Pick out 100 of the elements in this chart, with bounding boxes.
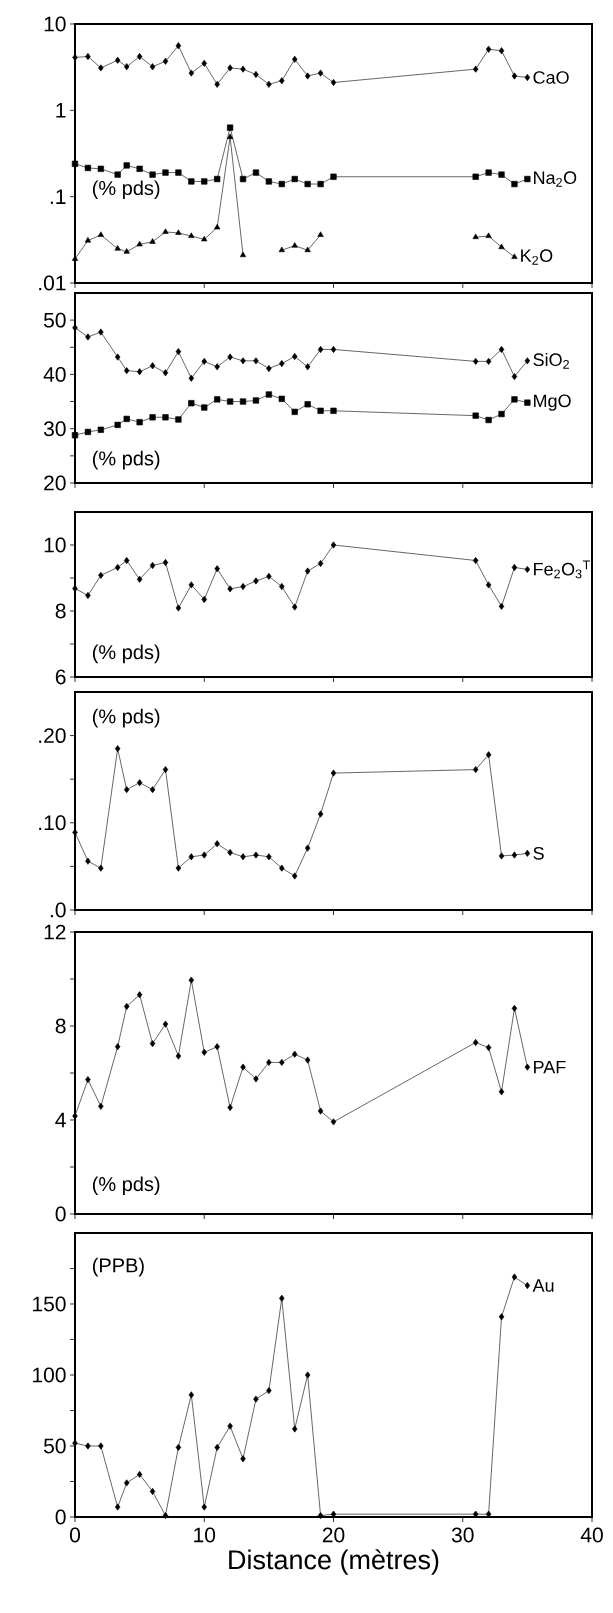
point (201, 404, 208, 411)
point (304, 72, 311, 80)
point (227, 1104, 233, 1112)
point (149, 1040, 156, 1048)
point (330, 769, 337, 777)
point (162, 228, 169, 234)
point (97, 426, 104, 433)
y-tick-label: 50 (43, 312, 66, 328)
point (85, 1076, 91, 1084)
point (317, 407, 324, 414)
point (253, 851, 259, 859)
point (304, 567, 311, 575)
point (498, 852, 505, 860)
point (149, 561, 156, 569)
point (188, 581, 195, 589)
point (98, 328, 104, 336)
point (330, 541, 337, 549)
point (524, 357, 531, 365)
point (98, 64, 104, 72)
y-tick-label: 20 (44, 475, 66, 491)
point (279, 1294, 285, 1302)
y-tick-label: 100 (33, 1367, 66, 1383)
point (292, 353, 298, 360)
point (149, 1487, 156, 1495)
point (239, 175, 247, 183)
point (292, 603, 298, 611)
point (124, 367, 130, 375)
point (498, 345, 505, 353)
series-label: K$_{2}$O (521, 249, 553, 265)
point (498, 602, 505, 610)
point (85, 333, 91, 341)
point (162, 369, 169, 377)
point (71, 432, 79, 439)
point (317, 559, 324, 567)
point (124, 557, 130, 564)
point (98, 571, 104, 579)
point (188, 178, 195, 185)
point (175, 42, 182, 50)
point (114, 745, 121, 753)
point (136, 1470, 143, 1478)
annotation: (% pds) (92, 644, 160, 664)
point (511, 72, 518, 80)
point (214, 80, 220, 88)
point (85, 591, 91, 599)
point (175, 604, 182, 612)
point (227, 585, 233, 593)
point (472, 357, 479, 365)
point (114, 421, 121, 428)
point (524, 1063, 531, 1071)
point (304, 1056, 311, 1064)
series-label: Fe$_{2}$O$_{3}$T (534, 560, 590, 579)
point (114, 56, 121, 64)
point (214, 840, 220, 848)
point (240, 583, 246, 591)
point (201, 235, 208, 242)
point (124, 786, 130, 794)
point (266, 572, 272, 580)
y-tick-label: 10 (44, 537, 66, 553)
point (253, 70, 259, 78)
point (485, 232, 492, 238)
point (317, 810, 324, 818)
point (266, 80, 272, 88)
point (149, 171, 156, 178)
point (240, 1063, 246, 1071)
point (201, 851, 207, 859)
point (253, 357, 259, 365)
point (511, 1004, 518, 1012)
point (162, 558, 169, 566)
point (472, 233, 479, 239)
series-label: SiO$_{2}$ (533, 352, 569, 369)
point (266, 853, 272, 861)
point (98, 1442, 104, 1450)
point (162, 1512, 169, 1520)
x-tick-label: 40 (580, 1527, 603, 1543)
point (278, 395, 285, 402)
point (201, 1048, 207, 1056)
point (239, 251, 247, 258)
point (266, 1387, 272, 1395)
y-tick-label: 50 (43, 1438, 66, 1454)
point (214, 565, 220, 573)
point (114, 1043, 121, 1051)
point (188, 1391, 195, 1399)
point (511, 851, 518, 859)
point (304, 180, 311, 188)
point (511, 396, 518, 403)
point (239, 398, 247, 405)
point (124, 1002, 130, 1010)
point (472, 557, 479, 564)
point (524, 175, 531, 183)
point (485, 1044, 492, 1052)
point (201, 59, 207, 67)
point (511, 563, 518, 571)
point (498, 171, 505, 178)
point (123, 415, 130, 423)
x-axis-title: Distance (mètres) (229, 1549, 439, 1575)
point (201, 178, 208, 185)
point (71, 160, 79, 167)
point (330, 345, 337, 353)
point (188, 976, 195, 984)
point (227, 353, 233, 361)
